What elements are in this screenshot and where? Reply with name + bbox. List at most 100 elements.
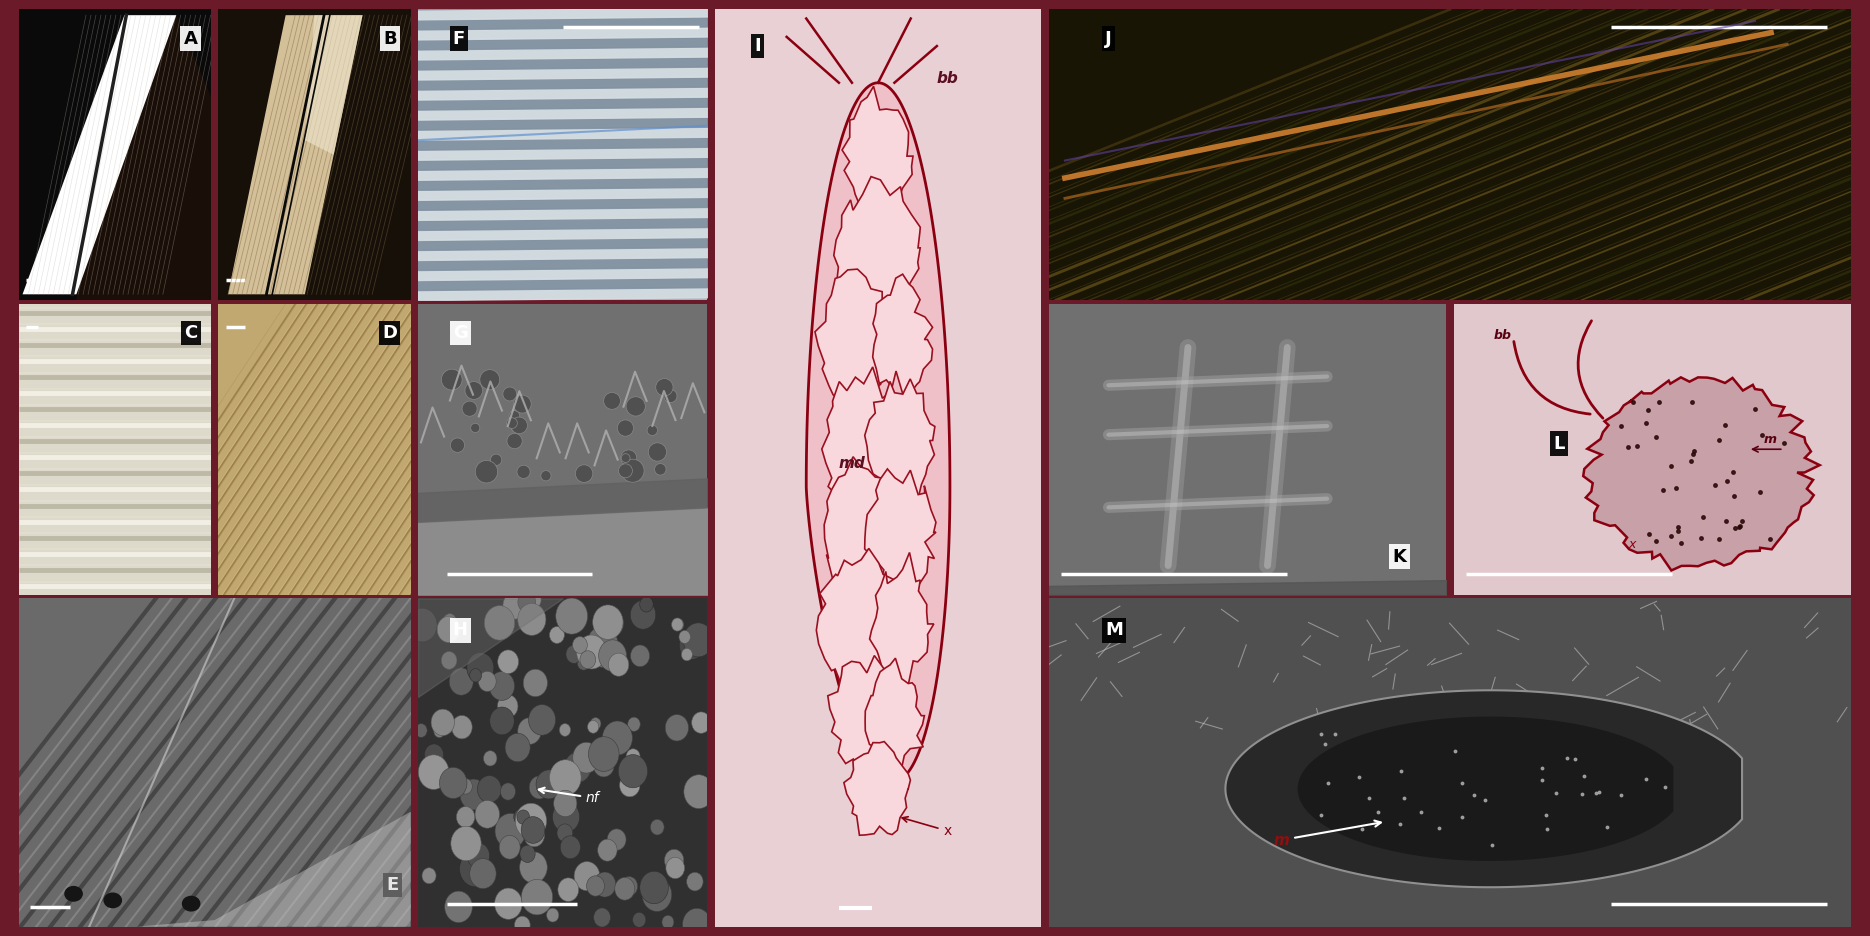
Circle shape xyxy=(598,840,617,861)
Circle shape xyxy=(681,649,692,661)
Circle shape xyxy=(477,776,501,803)
Circle shape xyxy=(621,460,643,482)
Polygon shape xyxy=(843,741,911,835)
Text: M: M xyxy=(1105,622,1122,639)
Circle shape xyxy=(619,754,647,788)
Text: bb: bb xyxy=(1494,329,1511,342)
Circle shape xyxy=(619,464,632,477)
Circle shape xyxy=(630,645,649,666)
Polygon shape xyxy=(815,270,894,416)
Circle shape xyxy=(451,438,464,452)
Circle shape xyxy=(593,872,615,897)
Polygon shape xyxy=(864,379,935,509)
Circle shape xyxy=(546,908,559,922)
Circle shape xyxy=(651,819,664,835)
Circle shape xyxy=(501,782,516,800)
Circle shape xyxy=(630,600,656,629)
Circle shape xyxy=(656,378,673,396)
Circle shape xyxy=(572,636,587,653)
Circle shape xyxy=(466,382,482,400)
Circle shape xyxy=(471,423,481,432)
Circle shape xyxy=(497,650,518,674)
Circle shape xyxy=(505,733,531,762)
Circle shape xyxy=(469,858,496,888)
Circle shape xyxy=(438,617,460,642)
Polygon shape xyxy=(305,15,363,154)
Circle shape xyxy=(649,443,666,461)
Polygon shape xyxy=(22,15,176,294)
Text: x: x xyxy=(901,817,952,838)
Circle shape xyxy=(537,770,561,799)
Circle shape xyxy=(518,592,535,612)
Circle shape xyxy=(451,826,481,861)
Polygon shape xyxy=(866,658,924,769)
Circle shape xyxy=(490,671,514,700)
Circle shape xyxy=(580,651,597,668)
Text: L: L xyxy=(1554,434,1565,453)
Circle shape xyxy=(522,816,544,843)
Circle shape xyxy=(468,843,490,869)
Polygon shape xyxy=(825,457,896,605)
Circle shape xyxy=(604,392,621,409)
Circle shape xyxy=(664,389,677,402)
Circle shape xyxy=(679,631,705,660)
Text: B: B xyxy=(383,30,396,48)
Circle shape xyxy=(686,641,696,652)
Circle shape xyxy=(522,880,554,914)
Circle shape xyxy=(514,809,527,825)
Circle shape xyxy=(490,454,501,465)
Circle shape xyxy=(621,876,638,896)
Circle shape xyxy=(527,592,540,608)
Circle shape xyxy=(524,824,544,847)
Circle shape xyxy=(496,813,525,849)
Text: bb: bb xyxy=(937,71,959,86)
Circle shape xyxy=(608,829,626,850)
Circle shape xyxy=(419,754,449,789)
Circle shape xyxy=(511,417,525,432)
Circle shape xyxy=(496,888,522,919)
Circle shape xyxy=(632,913,645,928)
Polygon shape xyxy=(873,274,933,394)
Circle shape xyxy=(593,605,623,639)
Circle shape xyxy=(684,775,714,809)
Circle shape xyxy=(598,640,626,671)
Circle shape xyxy=(451,769,462,783)
Circle shape xyxy=(692,712,711,733)
Circle shape xyxy=(468,652,494,683)
Circle shape xyxy=(615,877,634,900)
Circle shape xyxy=(600,609,625,636)
Circle shape xyxy=(509,411,520,421)
Text: md: md xyxy=(840,456,866,471)
Text: m: m xyxy=(1763,433,1776,446)
Circle shape xyxy=(183,897,200,911)
Circle shape xyxy=(445,891,473,923)
Circle shape xyxy=(662,915,673,929)
Circle shape xyxy=(654,463,666,475)
Polygon shape xyxy=(228,15,363,294)
Circle shape xyxy=(628,717,640,731)
Circle shape xyxy=(434,725,445,738)
Circle shape xyxy=(65,886,82,901)
Circle shape xyxy=(593,753,615,777)
Circle shape xyxy=(469,668,481,682)
Circle shape xyxy=(602,721,632,755)
Circle shape xyxy=(443,614,456,629)
Circle shape xyxy=(516,465,531,478)
Circle shape xyxy=(576,465,593,482)
Circle shape xyxy=(617,420,634,436)
Circle shape xyxy=(507,433,522,448)
Circle shape xyxy=(475,800,499,828)
Circle shape xyxy=(499,836,520,859)
Circle shape xyxy=(626,749,640,765)
Circle shape xyxy=(621,454,630,462)
Circle shape xyxy=(576,635,606,669)
Circle shape xyxy=(683,622,712,657)
Circle shape xyxy=(679,630,690,643)
Circle shape xyxy=(456,807,475,827)
Polygon shape xyxy=(77,15,211,300)
Circle shape xyxy=(408,608,438,642)
Circle shape xyxy=(514,916,531,934)
Circle shape xyxy=(490,707,514,735)
Text: H: H xyxy=(453,622,468,639)
Circle shape xyxy=(621,450,638,466)
